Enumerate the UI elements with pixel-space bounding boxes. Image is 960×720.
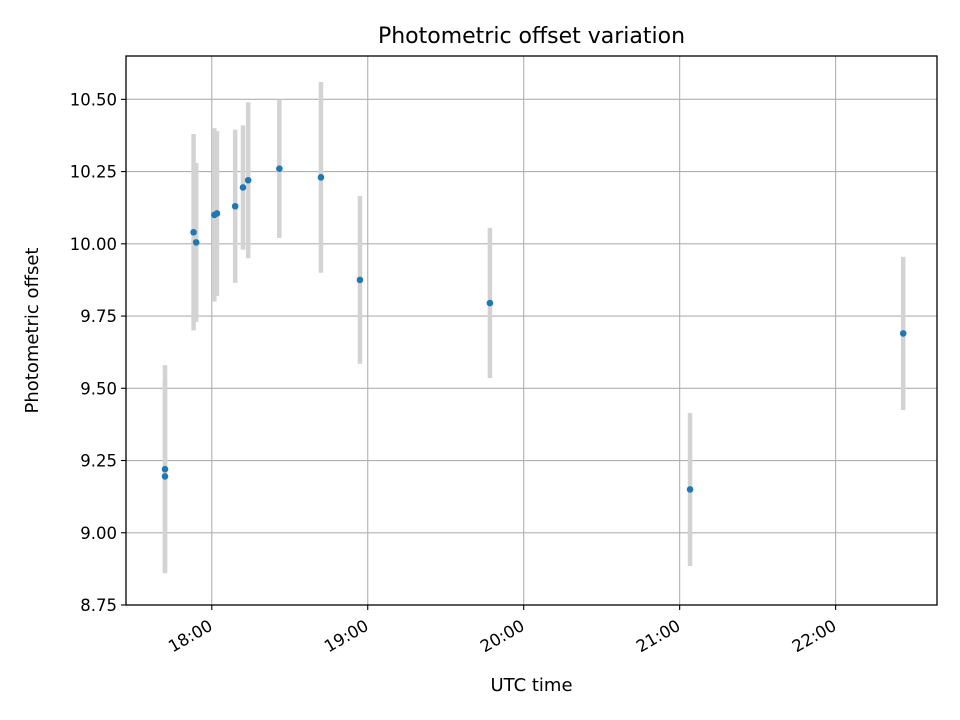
data-point (244, 176, 252, 184)
y-tick-label: 9.75 (80, 307, 117, 326)
chart-title: Photometric offset variation (378, 24, 685, 49)
y-tick-label: 10.50 (70, 90, 117, 109)
data-point (190, 228, 197, 236)
data-point (239, 184, 247, 191)
y-tick-label: 8.75 (80, 596, 117, 615)
data-point (317, 174, 325, 181)
y-tick-label: 10.25 (70, 163, 117, 182)
plot-frame (125, 55, 938, 606)
y-tick-label: 9.25 (80, 452, 117, 471)
data-point (192, 239, 200, 246)
data-point (276, 165, 283, 172)
data-point (213, 210, 221, 217)
data-point (161, 473, 169, 480)
data-point (686, 486, 694, 493)
x-axis-label: UTC time (490, 675, 572, 696)
data-points (161, 165, 907, 493)
data-point (899, 330, 907, 337)
y-axis-label: Photometric offset (22, 248, 43, 414)
data-point (486, 299, 494, 307)
y-tick-label: 9.50 (80, 379, 117, 398)
y-axis: 8.75 9.00 9.25 9.50 9.75 10.00 10.25 10.50 (70, 90, 126, 615)
data-point (356, 276, 364, 284)
data-point (231, 202, 239, 210)
y-tick-label: 10.00 (70, 235, 117, 254)
y-tick-label: 9.00 (80, 524, 117, 543)
data-point (161, 465, 169, 473)
